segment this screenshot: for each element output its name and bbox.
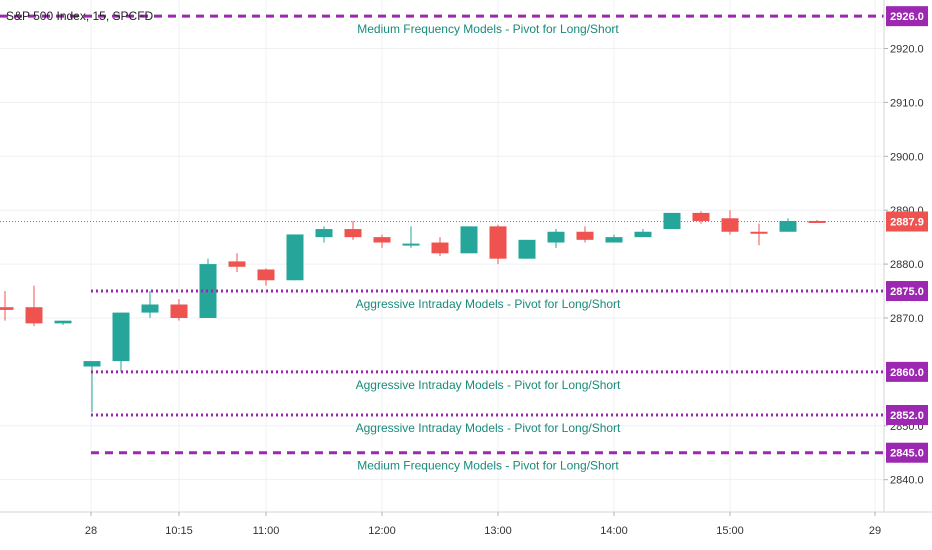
candle <box>199 258 217 318</box>
pivot-levels: Medium Frequency Models - Pivot for Long… <box>0 14 884 473</box>
candle <box>750 223 768 246</box>
candle-body-down <box>489 226 507 259</box>
candle <box>344 220 362 240</box>
candle-body-up <box>547 231 565 243</box>
candle-body-down <box>170 304 188 318</box>
candle <box>663 212 681 230</box>
candle-body-down <box>257 269 275 281</box>
candle-body-up <box>634 231 652 238</box>
candle <box>83 361 101 413</box>
candle-body-up <box>83 361 101 367</box>
candle <box>460 226 478 254</box>
last-price-badge <box>886 211 928 232</box>
time-axis[interactable]: 28 10:15 11:00 12:00 13:00 14:00 15:00 29 <box>85 512 881 537</box>
pivot-label: Aggressive Intraday Models - Pivot for L… <box>356 378 621 392</box>
candle-body-up <box>460 226 478 254</box>
candle-body-down <box>431 242 449 254</box>
grid <box>0 0 884 512</box>
price-tick-label: 2870.0 <box>890 313 924 325</box>
candle-body-down <box>228 261 246 267</box>
candle <box>112 312 130 372</box>
level-price-badge-text: 2845.0 <box>890 448 924 460</box>
candle-body-up <box>112 312 130 362</box>
candle-body-down <box>750 231 768 234</box>
price-tick-label: 2840.0 <box>890 475 924 487</box>
time-tick-label: 14:00 <box>600 525 628 537</box>
price-tick-label: 2880.0 <box>890 259 924 271</box>
time-tick-label: 15:00 <box>716 525 744 537</box>
candle <box>25 285 43 327</box>
price-badges: 2926.0 2875.0 2860.0 2852.0 2845.0 2887.9 <box>886 6 928 463</box>
candle <box>257 268 275 286</box>
candle <box>141 291 159 318</box>
time-tick-label: 11:00 <box>253 525 280 537</box>
candle <box>692 211 710 224</box>
candle <box>373 234 391 248</box>
candle <box>489 224 507 265</box>
symbol-title: S&P 500 Index, 15, SPCFD <box>6 9 154 23</box>
candle-body-down <box>0 307 14 310</box>
candle-body-up <box>663 212 681 230</box>
candle-body-down <box>692 212 710 221</box>
level-price-badge-text: 2852.0 <box>890 410 924 422</box>
candle-body-up <box>518 239 536 259</box>
candle <box>605 234 623 243</box>
candle-body-down <box>721 218 739 232</box>
candle <box>779 218 797 232</box>
pivot-label: Medium Frequency Models - Pivot for Long… <box>357 459 619 473</box>
candle <box>431 237 449 256</box>
level-price-badge-text: 2926.0 <box>890 11 924 23</box>
candle-body-up <box>315 229 333 238</box>
candle-body-up <box>54 320 72 324</box>
candle <box>170 299 188 321</box>
level-price-badge <box>886 404 928 425</box>
candle-body-up <box>402 243 420 246</box>
price-tick-label: 2910.0 <box>890 97 924 109</box>
level-price-badge <box>886 6 928 27</box>
pivot-label: Aggressive Intraday Models - Pivot for L… <box>356 421 621 435</box>
candle <box>721 210 739 235</box>
candle <box>315 226 333 243</box>
candle-body-up <box>605 237 623 243</box>
pivot-label: Medium Frequency Models - Pivot for Long… <box>357 22 619 36</box>
candle <box>402 226 420 248</box>
candle <box>286 234 304 281</box>
candle-body-up <box>141 304 159 313</box>
candle-body-down <box>373 237 391 243</box>
time-tick-label: 12:00 <box>368 525 396 537</box>
candle <box>228 253 246 273</box>
time-tick-label: 13:00 <box>484 525 512 537</box>
candle-body-up <box>779 220 797 232</box>
time-tick-label: 28 <box>85 525 97 537</box>
candle <box>54 320 72 325</box>
candle <box>547 229 565 248</box>
candle-body-down <box>576 231 594 240</box>
time-tick-label: 29 <box>869 525 881 537</box>
candle-body-down <box>25 307 43 324</box>
last-price-badge-text: 2887.9 <box>890 217 924 229</box>
candle <box>634 229 652 238</box>
candle <box>518 239 536 259</box>
price-tick-label: 2920.0 <box>890 44 924 56</box>
candle-body-up <box>286 234 304 281</box>
level-price-badge <box>886 281 928 302</box>
level-price-badge-text: 2860.0 <box>890 367 924 379</box>
pivot-label: Aggressive Intraday Models - Pivot for L… <box>356 297 621 311</box>
candle <box>576 226 594 243</box>
candle <box>0 291 14 321</box>
price-tick-label: 2900.0 <box>890 151 924 163</box>
level-price-badge <box>886 442 928 463</box>
time-tick-label: 10:15 <box>165 525 193 537</box>
candle-body-down <box>344 229 362 238</box>
level-price-badge-text: 2875.0 <box>890 286 924 298</box>
level-price-badge <box>886 361 928 382</box>
